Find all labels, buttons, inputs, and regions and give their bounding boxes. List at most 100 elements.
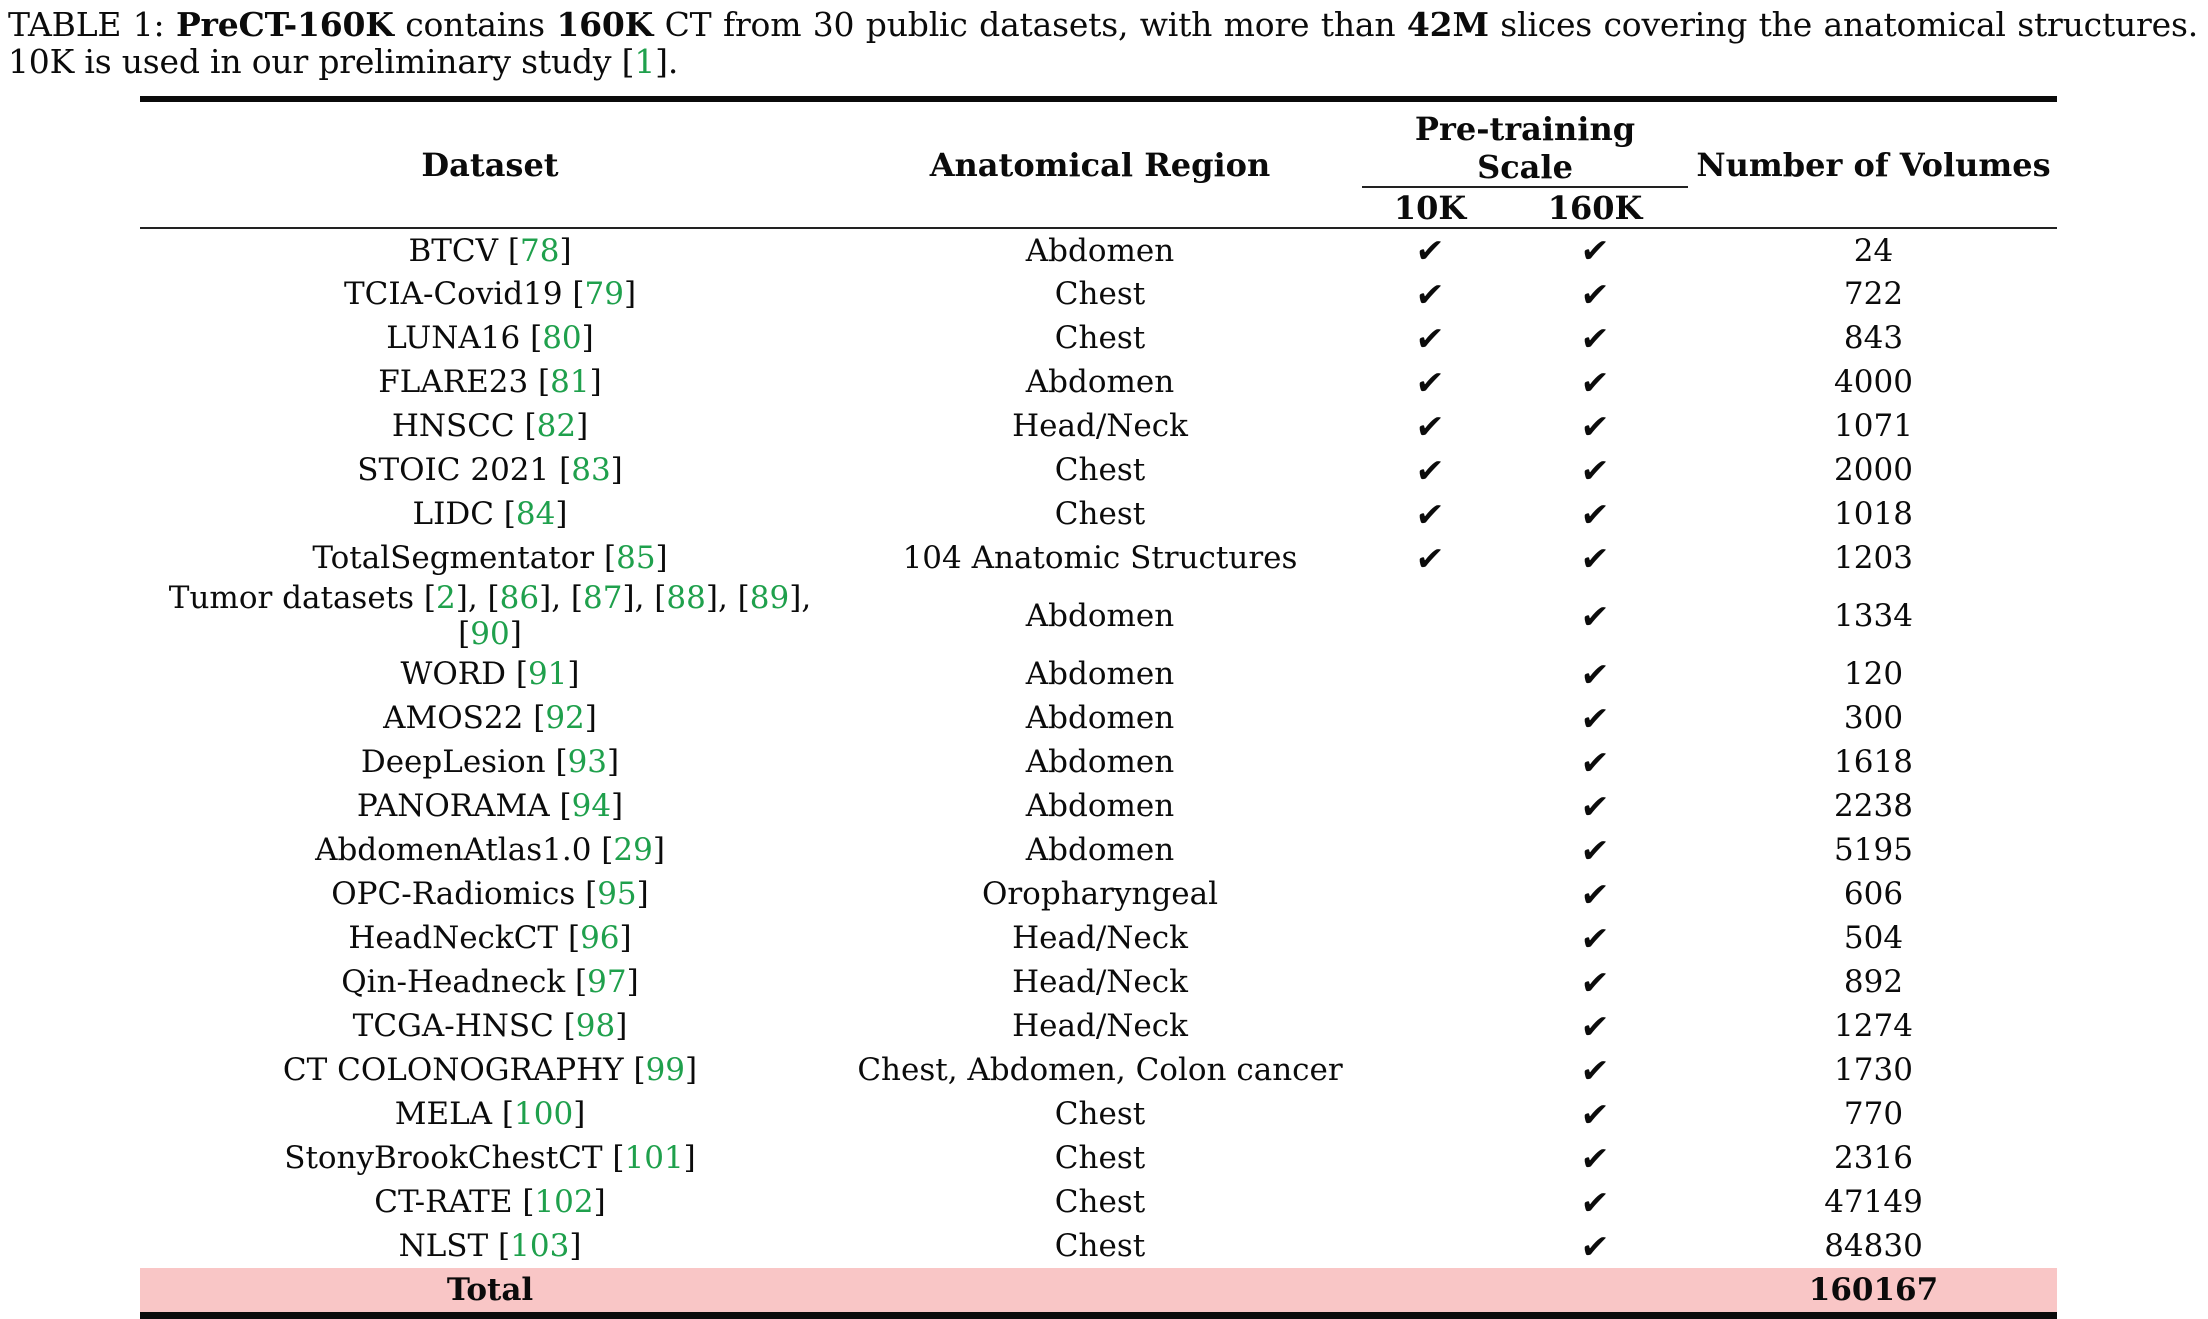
volumes-cell: 843 (1843, 320, 1904, 356)
citation-bracket: ] (567, 656, 580, 692)
check-10k-cell (1360, 1136, 1500, 1180)
citation-bracket: ] (685, 1052, 698, 1088)
caption-text-segment: PreCT-160K (175, 5, 394, 44)
dataset-cell: WORD [91] (140, 652, 840, 696)
checkmark-icon: ✔ (1414, 318, 1446, 358)
citation-bracket: ] (555, 496, 568, 532)
citation-ref[interactable]: 2 (436, 580, 456, 616)
citation-bracket: ] (619, 920, 632, 956)
citation-bracket: ] (626, 964, 639, 1000)
table-row: BTCV [78] Abdomen ✔ ✔ 24 (140, 228, 2057, 272)
checkmark-icon: ✔ (1579, 962, 1611, 1002)
check-160k-cell: ✔ (1500, 1004, 1690, 1048)
citation-ref[interactable]: 99 (645, 1052, 686, 1088)
citation-ref[interactable]: 101 (624, 1140, 684, 1176)
volumes-cell: 1203 (1834, 540, 1913, 576)
dataset-cell: HeadNeckCT [96] (140, 916, 840, 960)
total-160k-cell (1500, 1268, 1690, 1315)
citation-ref[interactable]: 103 (510, 1228, 570, 1264)
caption-text-segment: 42M (1406, 5, 1489, 44)
citation-ref[interactable]: 97 (587, 964, 627, 1000)
citation-ref[interactable]: 83 (571, 452, 611, 488)
citation-bracket: ] (610, 452, 623, 488)
total-row: Total 160167 (140, 1268, 2057, 1315)
region-cell: Chest (1054, 1228, 1146, 1264)
region-cell: Head/Neck (1012, 1008, 1188, 1044)
citation-ref[interactable]: 1 (634, 42, 656, 81)
citation-bracket: [ (623, 1052, 646, 1088)
col-header-10k: 10K (1360, 188, 1500, 229)
citation-ref[interactable]: 89 (749, 580, 790, 616)
dataset-cell: BTCV [78] (140, 228, 840, 272)
check-10k-cell: ✔ (1360, 536, 1500, 580)
citation-bracket: , [ (634, 580, 667, 616)
table-row: TCGA-HNSC [98] Head/Neck ✔ 1274 (140, 1004, 2057, 1048)
dataset-cell: TCGA-HNSC [98] (140, 1004, 840, 1048)
citation-ref[interactable]: 87 (583, 580, 623, 616)
citation-ref[interactable]: 98 (575, 1008, 616, 1044)
dataset-cell: FLARE23 [81] (140, 360, 840, 404)
checkmark-icon: ✔ (1579, 1094, 1611, 1134)
citation-ref[interactable]: 86 (499, 580, 540, 616)
region-cell: Chest, Abdomen, Colon cancer (857, 1052, 1343, 1088)
region-cell: Abdomen (1025, 788, 1175, 824)
citation-ref[interactable]: 95 (597, 876, 637, 912)
region-cell: Chest (1054, 1140, 1146, 1176)
citation-bracket: [ (493, 496, 516, 532)
citation-ref[interactable]: 100 (514, 1096, 574, 1132)
checkmark-icon: ✔ (1579, 830, 1611, 870)
citation-ref[interactable]: 93 (567, 744, 608, 780)
caption-text-segment: contains (393, 5, 557, 44)
citation-ref[interactable]: 102 (534, 1184, 594, 1220)
region-cell: Chest (1054, 1184, 1146, 1220)
citation-ref[interactable]: 29 (613, 832, 653, 868)
table-row: PANORAMA [94] Abdomen ✔ 2238 (140, 784, 2057, 828)
volumes-cell: 47149 (1824, 1184, 1923, 1220)
volumes-cell: 2000 (1834, 452, 1913, 488)
volumes-cell: 84830 (1824, 1228, 1923, 1264)
table-row: StonyBrookChestCT [101] Chest ✔ 2316 (140, 1136, 2057, 1180)
citation-ref[interactable]: 81 (550, 364, 590, 400)
citation-ref[interactable]: 80 (542, 320, 582, 356)
checkmark-icon: ✔ (1414, 538, 1446, 578)
table-caption: TABLE 1: PreCT-160K contains 160K CT fro… (0, 0, 2208, 80)
table-row: LIDC [84] Chest ✔ ✔ 1018 (140, 492, 2057, 536)
citation-bracket: ] (683, 1140, 696, 1176)
volumes-cell: 5195 (1834, 832, 1913, 868)
checkmark-icon: ✔ (1414, 494, 1446, 534)
check-10k-cell (1360, 1092, 1500, 1136)
check-160k-cell: ✔ (1500, 272, 1690, 316)
check-10k-cell: ✔ (1360, 448, 1500, 492)
citation-ref[interactable]: 78 (519, 232, 560, 269)
dataset-name: LIDC (412, 496, 494, 532)
citation-ref[interactable]: 90 (470, 616, 510, 652)
citation-ref[interactable]: 84 (515, 496, 556, 532)
table-row: Tumor datasets [2], [86], [87], [88], [8… (140, 580, 2057, 652)
citation-bracket: ] (623, 276, 637, 312)
citation-ref[interactable]: 96 (580, 920, 620, 956)
dataset-name: AbdomenAtlas1.0 (315, 832, 592, 868)
table-row: HNSCC [82] Head/Neck ✔ ✔ 1071 (140, 404, 2057, 448)
check-10k-cell (1360, 872, 1500, 916)
citation-ref[interactable]: 91 (527, 656, 568, 692)
check-10k-cell (1360, 828, 1500, 872)
table-footer: Total 160167 (140, 1268, 2057, 1315)
region-cell: Head/Neck (1012, 408, 1188, 444)
citation-ref[interactable]: 94 (571, 788, 612, 824)
citation-ref[interactable]: 82 (536, 408, 577, 444)
check-10k-cell: ✔ (1360, 404, 1500, 448)
table-row: WORD [91] Abdomen ✔ 120 (140, 652, 2057, 696)
table-row: TCIA-Covid19 [79] Chest ✔ ✔ 722 (140, 272, 2057, 316)
citation-ref[interactable]: 92 (545, 700, 585, 736)
citation-ref[interactable]: 85 (616, 540, 656, 576)
check-160k-cell: ✔ (1500, 536, 1690, 580)
checkmark-icon: ✔ (1579, 1138, 1611, 1178)
check-160k-cell: ✔ (1500, 960, 1690, 1004)
citation-ref[interactable]: 88 (666, 580, 706, 616)
dataset-name: PANORAMA (356, 788, 550, 824)
dataset-name: FLARE23 (378, 364, 529, 400)
volumes-cell: 1618 (1834, 744, 1913, 780)
scale-group-label: Pre-training Scale (1362, 102, 1688, 188)
citation-bracket: , [ (551, 580, 584, 616)
citation-ref[interactable]: 79 (584, 276, 624, 312)
